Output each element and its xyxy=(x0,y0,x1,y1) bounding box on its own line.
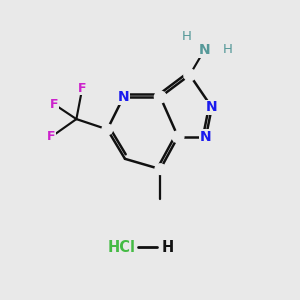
Text: H: H xyxy=(161,240,173,255)
Text: F: F xyxy=(50,98,58,111)
Circle shape xyxy=(102,124,112,135)
Circle shape xyxy=(184,69,196,81)
Circle shape xyxy=(154,91,166,103)
Text: N: N xyxy=(200,130,212,144)
Text: N: N xyxy=(199,43,210,57)
Text: H: H xyxy=(223,44,233,56)
Text: F: F xyxy=(78,82,86,95)
Circle shape xyxy=(155,164,166,174)
Text: HCl: HCl xyxy=(107,240,135,255)
Text: N: N xyxy=(206,100,218,114)
Text: F: F xyxy=(47,130,56,143)
Text: H: H xyxy=(182,30,192,43)
Text: N: N xyxy=(118,90,129,104)
Circle shape xyxy=(172,131,184,142)
